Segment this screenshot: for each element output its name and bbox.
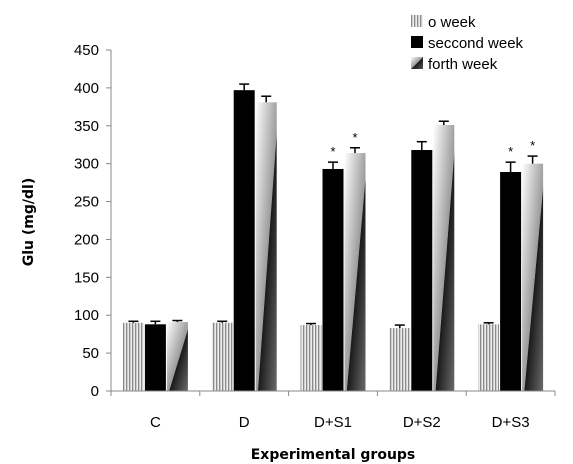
y-axis-ticks: 0 50 100 150 200 250 300 350 400 450 xyxy=(74,42,111,400)
legend-label-seccond-week: seccond week xyxy=(428,35,524,52)
y-tick-label: 400 xyxy=(74,80,99,97)
significance-star: * xyxy=(330,144,335,159)
legend-swatch-o-week xyxy=(411,15,423,27)
bar-seccond-week xyxy=(411,150,433,391)
y-tick-label: 250 xyxy=(74,194,99,211)
x-tick-label: D+S1 xyxy=(314,414,352,431)
y-tick-label: 200 xyxy=(74,231,99,248)
bar-o-week xyxy=(300,325,322,391)
legend-swatch-forth-week xyxy=(411,57,423,69)
bar-seccond-week xyxy=(322,168,344,391)
error-bars xyxy=(128,83,538,329)
bar-o-week xyxy=(122,322,144,391)
y-tick-label: 300 xyxy=(74,156,99,173)
significance-star: * xyxy=(530,138,535,153)
bar-forth-week xyxy=(255,102,277,391)
legend-swatch-seccond-week xyxy=(411,36,423,48)
bars xyxy=(122,90,544,392)
y-tick-label: 150 xyxy=(74,269,99,286)
y-axis-title: Glu (mg/dl) xyxy=(21,178,37,266)
bar-o-week xyxy=(389,328,411,391)
bar-forth-week xyxy=(522,163,544,391)
y-tick-label: 450 xyxy=(74,42,99,59)
bar-forth-week xyxy=(344,153,366,391)
significance-markers: * * * * xyxy=(330,130,535,159)
y-tick-label: 0 xyxy=(91,383,99,400)
legend-label-forth-week: forth week xyxy=(428,56,498,73)
x-axis-title: Experimental groups xyxy=(251,447,416,463)
x-tick-label: D xyxy=(239,414,250,431)
bar-o-week xyxy=(478,324,500,391)
bar-seccond-week xyxy=(233,90,255,391)
bar-seccond-week xyxy=(500,172,522,391)
legend-label-o-week: o week xyxy=(428,14,476,31)
significance-star: * xyxy=(352,130,357,145)
y-tick-label: 350 xyxy=(74,118,99,135)
x-tick-label: D+S3 xyxy=(492,414,530,431)
significance-star: * xyxy=(508,144,513,159)
bar-seccond-week xyxy=(144,324,166,391)
bar-forth-week xyxy=(166,322,188,391)
y-tick-label: 50 xyxy=(82,345,99,362)
bar-o-week xyxy=(211,322,233,391)
bar-forth-week xyxy=(433,125,455,392)
x-tick-label: D+S2 xyxy=(403,414,441,431)
x-axis-ticks: C D D+S1 D+S2 D+S3 xyxy=(110,391,556,431)
legend: o week seccond week forth week xyxy=(411,14,524,73)
x-tick-label: C xyxy=(150,414,161,431)
y-tick-label: 100 xyxy=(74,307,99,324)
